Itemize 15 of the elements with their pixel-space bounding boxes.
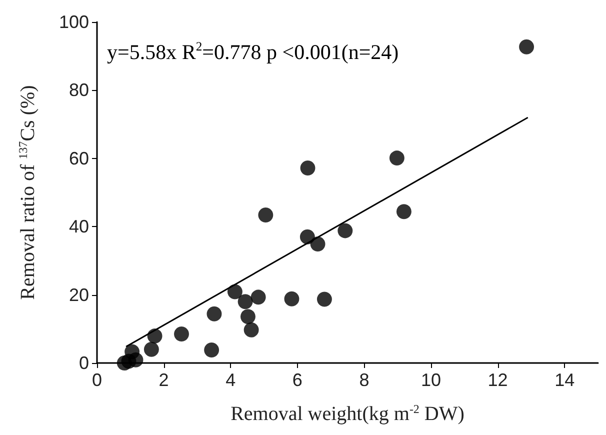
y-tick-label: 80 xyxy=(68,80,89,100)
y-axis-title: Removal ratio of 137Cs (%) xyxy=(16,85,39,300)
y-tick-label: 100 xyxy=(58,12,89,32)
y-tick-label: 20 xyxy=(68,284,89,305)
x-tick-label: 6 xyxy=(292,370,302,390)
x-tick-label: 14 xyxy=(554,370,575,390)
x-tick-label: 4 xyxy=(226,370,236,390)
x-tick-label: 0 xyxy=(92,370,102,390)
y-tick-label: 60 xyxy=(68,148,89,168)
y-tick-label: 0 xyxy=(78,353,89,373)
x-tick-label: 12 xyxy=(488,370,508,390)
y-tick-label: 40 xyxy=(68,216,89,237)
x-tick-label: 10 xyxy=(420,370,442,390)
x-tick-label: 2 xyxy=(158,370,169,390)
x-tick-label: 8 xyxy=(359,370,370,390)
